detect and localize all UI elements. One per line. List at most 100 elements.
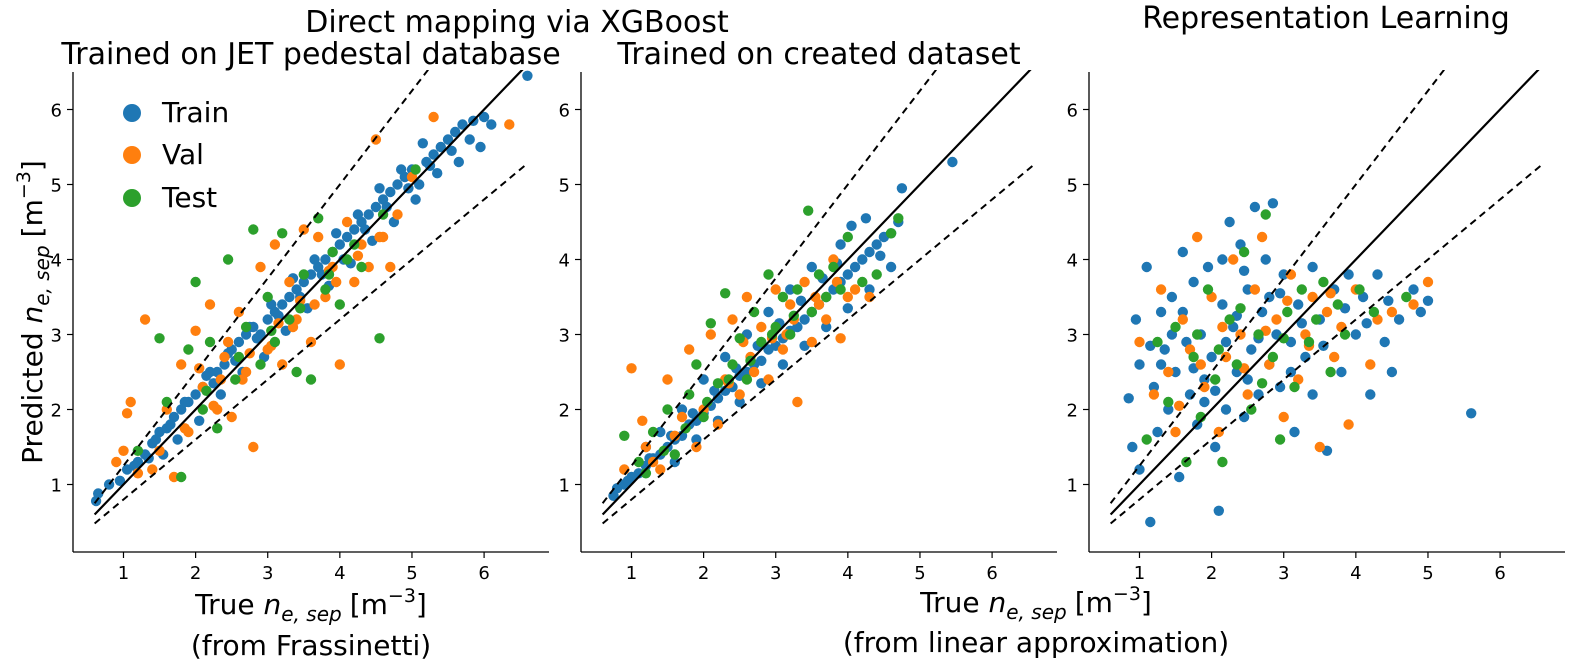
point-test <box>356 261 367 273</box>
point-val <box>1321 306 1333 318</box>
point-val <box>111 456 122 468</box>
y-tick-label: 3 <box>559 326 570 347</box>
point-test <box>1260 209 1271 220</box>
point-train <box>799 314 810 325</box>
point-train <box>486 119 497 130</box>
point-val <box>139 314 151 325</box>
point-train <box>432 168 443 179</box>
point-train <box>835 239 846 250</box>
point-val <box>356 239 367 250</box>
y-tick-label: 4 <box>559 251 570 272</box>
x-tick-label: 5 <box>1422 563 1433 584</box>
x-axis-sublabel-left: (from Frassinetti) <box>191 629 431 662</box>
point-train <box>777 359 789 370</box>
point-train <box>1166 291 1178 303</box>
point-train <box>428 149 439 160</box>
point-train <box>1210 385 1221 396</box>
panel-3-title: Representation Learning <box>1142 1 1510 36</box>
point-train <box>1148 381 1160 393</box>
point-test <box>785 329 796 340</box>
legend-label-val: Val <box>162 138 204 171</box>
point-train <box>273 310 284 321</box>
point-train <box>947 156 958 168</box>
point-train <box>1238 265 1250 276</box>
point-val <box>662 374 673 385</box>
point-val <box>1307 291 1318 303</box>
point-test <box>1163 396 1174 408</box>
point-test <box>1152 336 1163 348</box>
point-val <box>309 299 320 310</box>
x-tick-label: 5 <box>406 563 417 584</box>
y-axis-label: Predicted ne, sep [m−3] <box>13 160 54 464</box>
point-train <box>1134 359 1145 370</box>
point-val <box>1192 231 1203 243</box>
point-test <box>1274 434 1286 445</box>
point-train <box>1220 336 1232 348</box>
point-train <box>464 134 475 145</box>
lower-bound-line <box>601 162 1037 525</box>
point-train <box>114 475 126 486</box>
point-test <box>1213 344 1225 355</box>
point-test <box>684 389 695 400</box>
point-val <box>222 336 234 348</box>
point-val <box>237 374 248 385</box>
point-train <box>1307 261 1318 273</box>
series-test <box>1141 209 1412 468</box>
panel-1-title: Trained on JET pedestal database <box>60 37 560 72</box>
point-train <box>417 138 428 149</box>
y-tick-label: 3 <box>1067 326 1078 347</box>
point-test <box>255 359 266 370</box>
point-val <box>806 336 817 348</box>
point-train <box>352 209 364 220</box>
point-val <box>1422 276 1434 288</box>
point-test <box>835 284 846 295</box>
point-test <box>691 359 702 370</box>
point-train <box>1242 374 1253 385</box>
point-val <box>168 471 180 483</box>
x-tick-label: 3 <box>1278 563 1289 584</box>
point-train <box>1155 306 1167 318</box>
point-val <box>504 119 515 130</box>
lower-bound-line <box>93 162 529 525</box>
point-test <box>1210 374 1221 385</box>
point-val <box>341 216 353 228</box>
point-val <box>125 396 136 408</box>
point-train <box>896 183 908 194</box>
point-test <box>262 291 273 303</box>
point-train <box>1466 408 1477 419</box>
point-train <box>1343 269 1354 280</box>
x-axis-label-right-prefix: True <box>919 586 988 619</box>
point-val <box>637 415 648 426</box>
point-val <box>1329 351 1340 363</box>
point-val <box>1386 306 1398 318</box>
point-test <box>190 276 201 288</box>
point-test <box>1188 351 1199 363</box>
point-train <box>1213 505 1225 516</box>
point-test <box>334 299 345 310</box>
point-train <box>453 156 464 168</box>
point-train <box>1307 389 1318 400</box>
point-val <box>269 239 281 250</box>
point-test <box>806 306 817 318</box>
y-axis-label-var: n <box>16 306 49 324</box>
x-tick-label: 3 <box>770 563 781 584</box>
point-test <box>1296 284 1308 295</box>
point-val <box>1343 419 1354 430</box>
y-axis-label-exp: −3 <box>13 171 35 199</box>
point-test <box>857 276 868 288</box>
point-train <box>93 488 104 499</box>
point-train <box>1123 393 1134 404</box>
point-train <box>284 291 295 303</box>
point-train <box>676 404 688 415</box>
legend-marker-val <box>123 146 141 164</box>
point-train <box>1365 389 1376 400</box>
x-tick-label: 6 <box>986 563 997 584</box>
point-test <box>410 164 421 175</box>
point-train <box>370 201 382 213</box>
point-val <box>374 231 385 243</box>
point-train <box>251 333 263 344</box>
point-test <box>1170 321 1181 333</box>
point-train <box>475 141 486 153</box>
x-axis-label-right-exp: −3 <box>1113 583 1141 605</box>
point-test <box>821 291 832 303</box>
